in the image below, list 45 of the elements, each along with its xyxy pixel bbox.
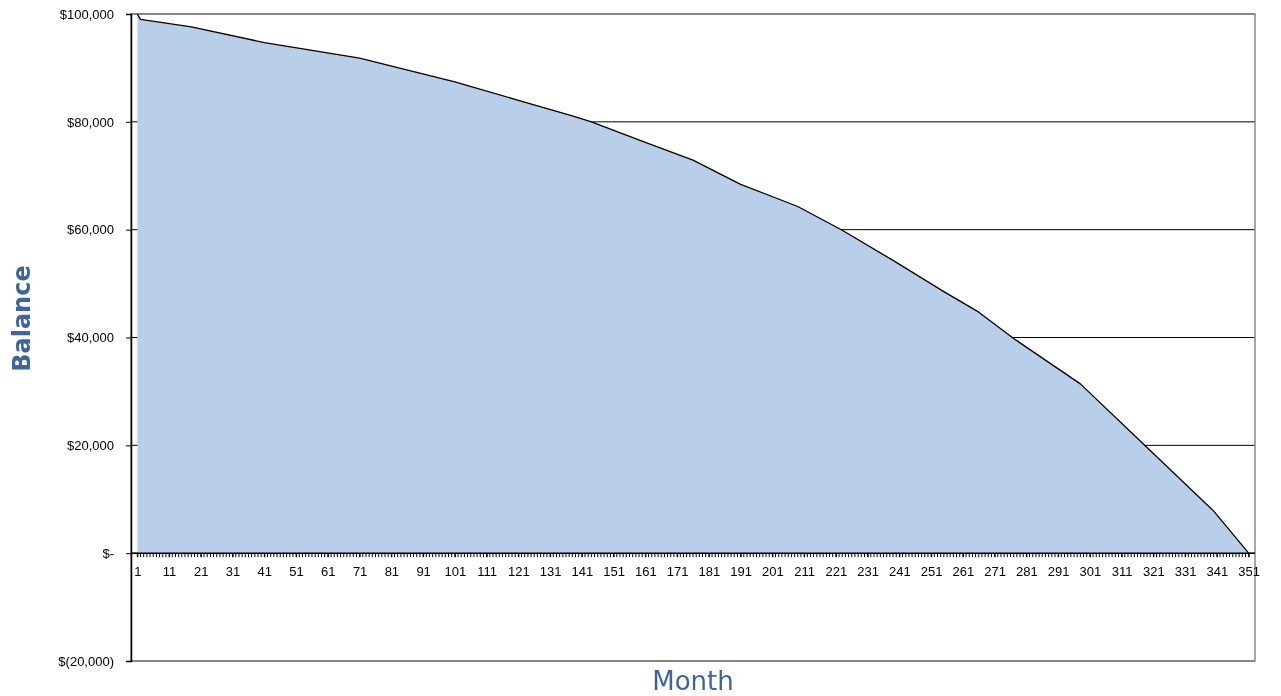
x-tick-label: 251 <box>920 564 943 580</box>
x-tick-label: 271 <box>984 564 1006 580</box>
x-tick-label: 291 <box>1047 564 1070 580</box>
x-tick-label: 261 <box>952 564 975 580</box>
y-tick-label: $40,000 <box>67 330 114 346</box>
x-tick-label: 341 <box>1206 564 1229 580</box>
x-tick-label: 91 <box>416 564 431 580</box>
y-tick-label: $100,000 <box>59 6 114 22</box>
x-tick-label: 1 <box>134 564 142 580</box>
x-tick-label: 151 <box>603 564 625 580</box>
x-tick-label: 201 <box>762 564 784 580</box>
x-tick-label: 351 <box>1238 564 1260 580</box>
x-tick-label: 161 <box>635 564 657 580</box>
x-tick-label: 71 <box>352 564 368 580</box>
y-tick-label: $20,000 <box>67 437 114 453</box>
x-tick-label: 231 <box>857 564 879 580</box>
x-axis-title: Month <box>652 666 734 696</box>
x-tick-label: 321 <box>1143 564 1165 580</box>
y-tick-label: $80,000 <box>67 114 114 130</box>
y-tick-label: $60,000 <box>67 222 114 238</box>
x-tick-label: 21 <box>194 564 209 580</box>
x-tick-label: 241 <box>889 564 911 580</box>
x-tick-label: 131 <box>539 564 562 580</box>
x-tick-label: 141 <box>571 564 594 580</box>
x-tick-label: 171 <box>666 564 689 580</box>
x-tick-label: 31 <box>225 564 241 580</box>
x-tick-label: 221 <box>825 564 848 580</box>
x-tick-label: 11 <box>162 564 177 580</box>
x-tick-label: 111 <box>477 564 497 580</box>
x-tick-label: 41 <box>257 564 273 580</box>
x-tick-label: 101 <box>444 564 467 580</box>
x-tick-label: 331 <box>1174 564 1197 580</box>
y-tick-label: $(20,000) <box>58 653 114 669</box>
x-tick-label: 191 <box>730 564 752 580</box>
x-tick-label: 51 <box>289 564 304 580</box>
x-tick-label: 181 <box>698 564 721 580</box>
y-tick-label: $- <box>102 545 114 561</box>
x-tick-label: 281 <box>1016 564 1038 580</box>
x-tick-label: 311 <box>1111 564 1133 580</box>
x-tick-label: 211 <box>794 564 815 580</box>
y-axis-title: Balance <box>8 265 36 372</box>
x-tick-label: 301 <box>1079 564 1102 580</box>
x-tick-label: 121 <box>508 564 530 580</box>
x-tick-label: 81 <box>384 564 400 580</box>
x-tick-label: 61 <box>321 564 336 580</box>
